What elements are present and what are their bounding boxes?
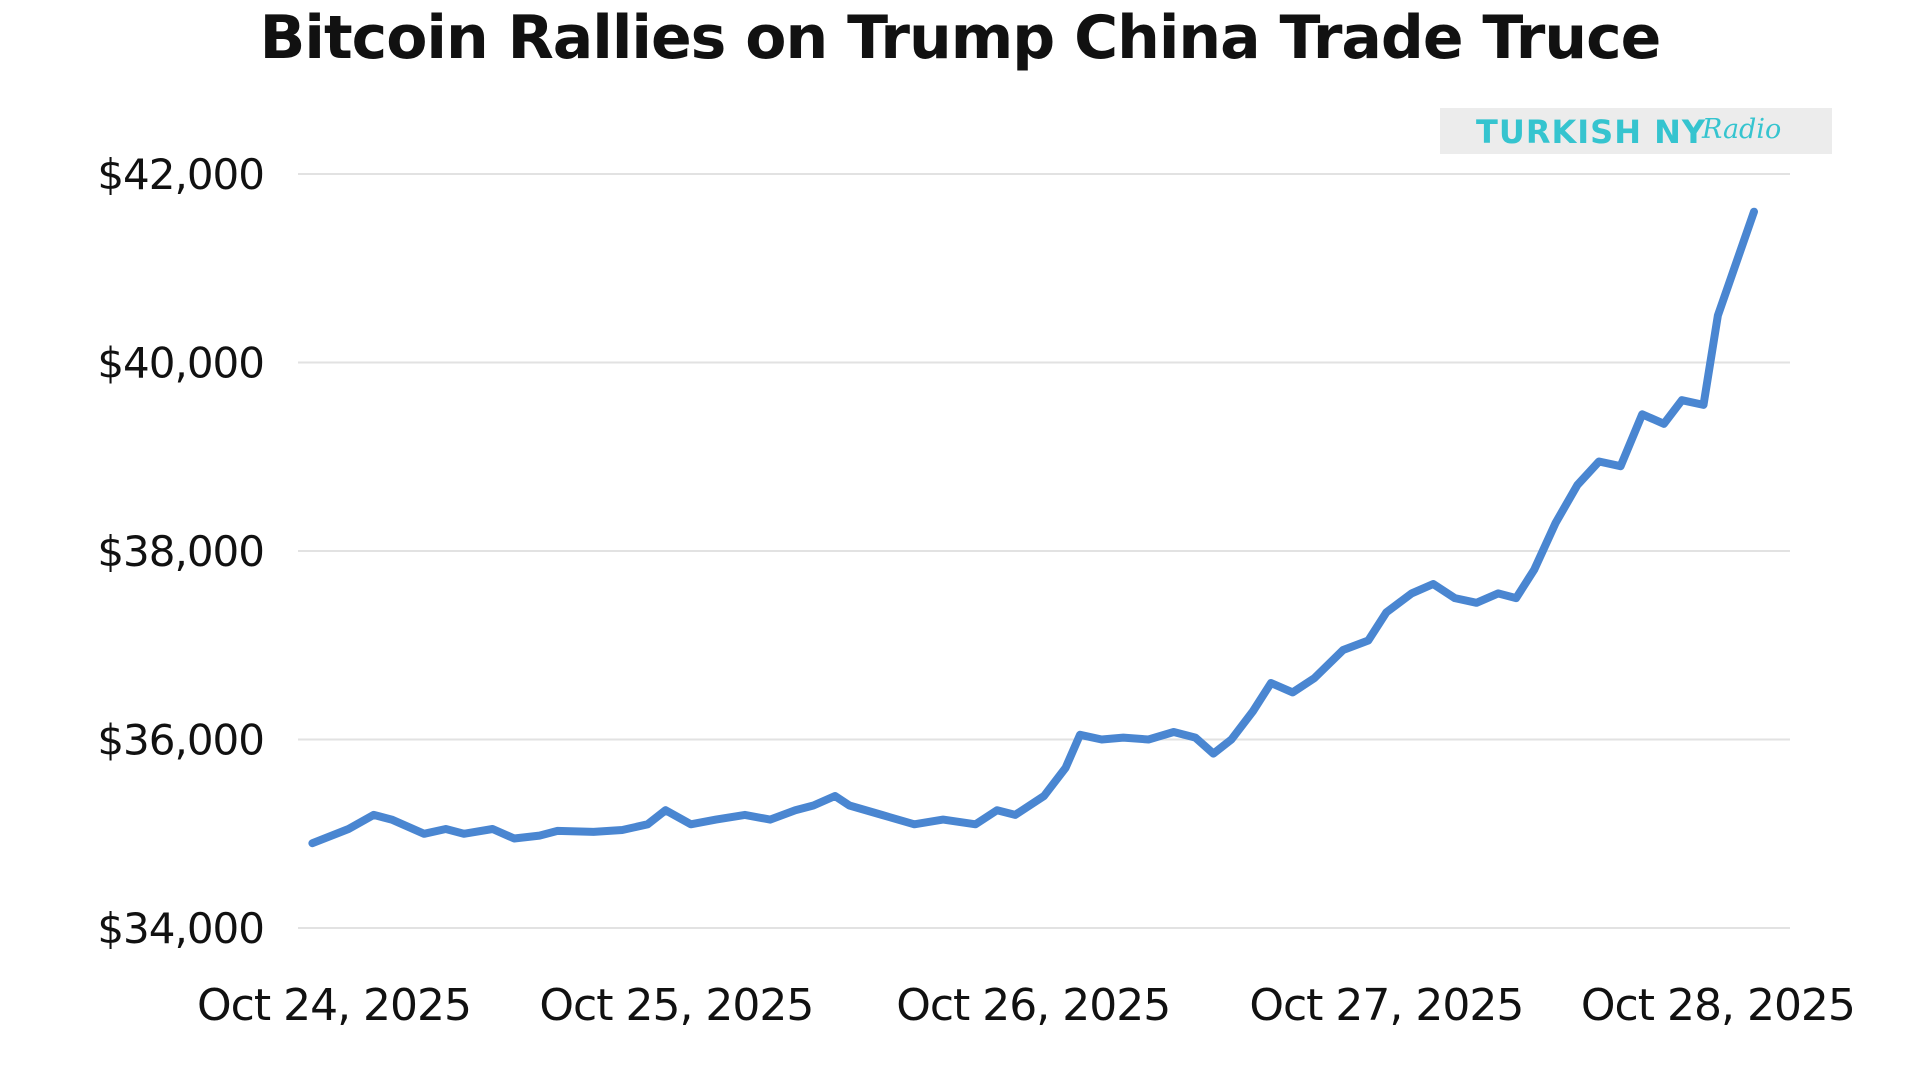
y-tick-label: $38,000 — [97, 527, 264, 576]
y-tick-label: $36,000 — [97, 716, 264, 765]
y-axis-ticks: $34,000 $36,000 $38,000 $40,000 $42,000 — [97, 150, 265, 953]
watermark-main-text: TURKISH NY — [1476, 113, 1707, 151]
x-tick-label: Oct 24, 2025 — [197, 980, 471, 1031]
x-tick-label: Oct 26, 2025 — [896, 980, 1170, 1031]
series-lines — [308, 207, 1758, 848]
series-line-bitcoin-price — [308, 207, 1758, 848]
x-axis-ticks: Oct 24, 2025 Oct 25, 2025 Oct 26, 2025 Oct … — [197, 980, 1856, 1031]
x-tick-label: Oct 25, 2025 — [539, 980, 813, 1031]
grid-lines — [298, 173, 1790, 929]
y-tick-label: $42,000 — [97, 150, 264, 199]
watermark-logo: TURKISH NY Radio — [1440, 108, 1832, 154]
x-tick-label: Oct 27, 2025 — [1249, 980, 1523, 1031]
y-tick-label: $40,000 — [97, 339, 264, 388]
watermark-script-text: Radio — [1702, 114, 1782, 145]
x-tick-label: Oct 28, 2025 — [1581, 980, 1855, 1031]
chart-title: Bitcoin Rallies on Trump China Trade Tru… — [259, 3, 1662, 73]
y-tick-label: $34,000 — [97, 904, 264, 953]
